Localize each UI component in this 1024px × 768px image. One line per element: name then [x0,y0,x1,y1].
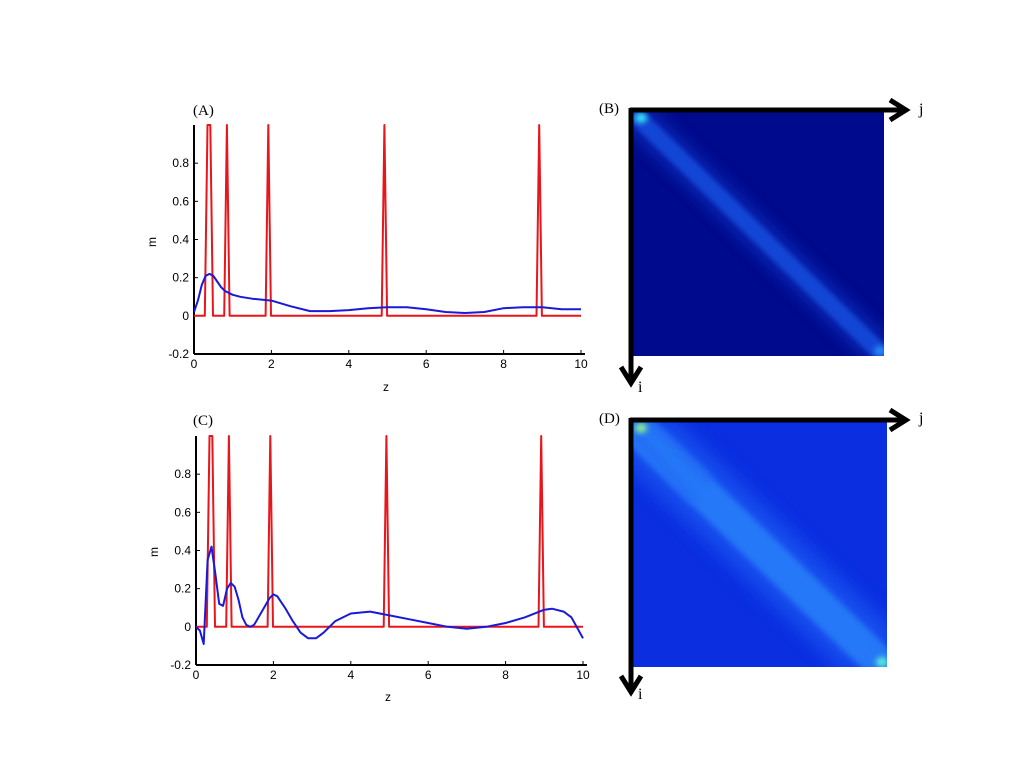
panel-d-label: (D) [599,411,620,427]
panel-a-red-spike-series [194,124,581,317]
panel-d-j-arrow [630,407,911,433]
panel-a-ticks: 0 2 4 6 8 10-0.200.20.40.60.8 [168,156,588,371]
panel-c-y-tick-label: 0 [184,620,191,634]
panel-c-x-tick-label: 8 [502,668,509,682]
panel-d-j-label: j [918,410,923,427]
panel-a-y-tick-label: 0.6 [172,194,189,208]
panel-a-x-tick-label: 6 [423,357,430,371]
panel-b-diagonal-core [632,112,884,356]
panel-d-diagonal-core [632,422,887,667]
panel-c-x-tick-label: 6 [425,668,432,682]
panel-c-y-tick-label: 0.6 [174,505,191,519]
panel-d-i-label: i [638,686,643,703]
panel-c-x-tick-label: 4 [347,668,354,682]
panel-d-i-arrow [618,418,644,697]
panel-c-x-tick-label: 10 [576,668,590,682]
panel-c-line-plot: (C) m z 0 2 4 6 8 10-0.200.20.40.60.8 [147,413,590,704]
panel-d-hotspot-end [876,657,887,667]
panel-a-x-tick-label: 8 [500,357,507,371]
panel-c-axes [195,436,587,666]
panel-c-y-tick-label: 0.2 [174,582,191,596]
panel-a-x-tick-label: 0 [191,357,198,371]
panel-b-heatmap: (B) j i [599,97,923,396]
panel-c-label: (C) [193,413,213,429]
panel-a-y-tick-label: 0.8 [172,156,189,170]
panel-c-blue-curve-series [196,545,584,645]
panel-d-side-band-2 [645,422,716,486]
panel-d-side-band-1 [632,430,700,506]
panel-c-x-tick-label: 0 [193,668,200,682]
panel-a-y-tick-label: 0.4 [172,233,189,247]
panel-b-matrix [632,112,884,356]
panel-b-j-label: j [918,101,923,118]
panel-c-x-tick-label: 2 [270,668,277,682]
panel-c-series [196,435,584,645]
panel-a-xlabel: z [383,380,389,394]
panel-a-x-tick-label: 4 [345,357,352,371]
panel-a-blue-curve-series [194,272,581,314]
panel-a-ylabel: m [145,237,159,247]
panel-a-y-tick-label: 0.2 [172,271,189,285]
panel-a-line-plot: (A) m z 0 2 4 6 8 10-0.200.20.40.60.8 [145,103,588,394]
panel-d-heatmap: (D) j i [599,407,923,703]
panel-a-label: (A) [193,103,214,119]
panel-c-xlabel: z [385,690,391,704]
panel-c-red-spike-series [196,435,583,628]
panel-b-i-label: i [638,379,643,396]
panel-c-y-tick-label: 0.4 [174,544,191,558]
panel-d-hotspot-start [635,423,647,433]
panel-a-x-tick-label: 2 [268,357,275,371]
panel-c-y-tick-label: 0.8 [174,467,191,481]
panel-b-j-arrow [630,97,911,123]
panel-c-ticks: 0 2 4 6 8 10-0.200.20.40.60.8 [170,467,590,682]
panel-a-series [194,124,581,317]
panel-a-axes [193,125,585,355]
panel-c-ylabel: m [147,547,161,557]
panel-a-y-tick-label: -0.2 [168,347,189,361]
panel-b-hotspot-start [635,113,647,123]
panel-a-x-tick-label: 10 [574,357,588,371]
panel-b-label: (B) [599,101,619,117]
panel-d-matrix [632,422,887,667]
panel-b-hotspot-end [874,346,884,356]
panel-b-i-arrow [618,108,644,388]
panel-a-y-tick-label: 0 [182,309,189,323]
panel-c-y-tick-label: -0.2 [170,658,191,672]
